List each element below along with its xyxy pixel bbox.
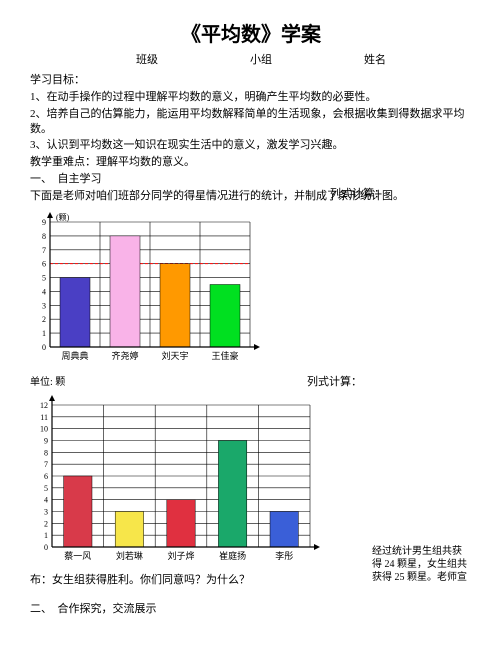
svg-text:8: 8 (44, 448, 48, 457)
calc-label-2: 列式计算： (307, 373, 362, 389)
svg-text:2: 2 (42, 315, 46, 324)
calc-label-1: 列式计算： (330, 185, 385, 201)
svg-text:齐尧婷: 齐尧婷 (111, 350, 138, 361)
svg-text:1: 1 (42, 329, 46, 338)
name-label: 姓名 (364, 51, 386, 67)
svg-text:9: 9 (42, 218, 46, 227)
svg-text:王佳豪: 王佳豪 (211, 350, 238, 361)
svg-text:6: 6 (44, 472, 48, 481)
right-note-2: 得 24 颗星，女生组共 (372, 558, 482, 571)
chart-1: 0 1 2 3 4 5 6 7 8 9 周典典 齐尧婷 刘天宇 王佳豪 (颗) (30, 210, 472, 365)
svg-text:7: 7 (44, 460, 48, 469)
svg-text:10: 10 (40, 424, 48, 433)
right-note-1: 经过统计男生组共获 (372, 545, 482, 558)
svg-text:3: 3 (42, 301, 46, 310)
section-1-head: 一、 自主学习 (30, 172, 472, 187)
svg-text:2: 2 (44, 519, 48, 528)
section-1-text: 下面是老师对咱们班部分同学的得星情况进行的统计，并制成了条形统计图。 (30, 189, 472, 204)
svg-text:刘天宇: 刘天宇 (161, 350, 188, 361)
svg-text:刘若琳: 刘若琳 (116, 550, 143, 561)
svg-text:5: 5 (42, 273, 46, 282)
svg-text:周典典: 周典典 (61, 350, 88, 361)
goal-2: 2、培养自己的估算能力，能运用平均数解释简单的生活现象，会根据收集到得数据求平均… (30, 107, 472, 137)
right-note: 经过统计男生组共获 得 24 颗星，女生组共 获得 25 颗星。老师宣 (372, 545, 482, 584)
chart-2: 0123456789101112蔡一风刘若琳刘子烨崔庭扬李彤 (30, 395, 472, 565)
svg-text:5: 5 (44, 484, 48, 493)
svg-text:11: 11 (40, 413, 48, 422)
right-note-3: 获得 25 颗星。老师宣 (372, 571, 482, 584)
svg-text:刘子烨: 刘子烨 (167, 550, 194, 561)
svg-text:崔庭扬: 崔庭扬 (219, 550, 246, 561)
svg-text:0: 0 (44, 543, 48, 552)
svg-text:0: 0 (42, 343, 46, 352)
goals-label: 学习目标： (30, 73, 472, 88)
svg-text:李彤: 李彤 (275, 550, 293, 561)
svg-text:8: 8 (42, 232, 46, 241)
svg-text:4: 4 (42, 287, 46, 296)
group-label: 小组 (250, 51, 272, 67)
goal-3: 3、认识到平均数这一知识在现实生活中的意义，激发学习兴趣。 (30, 138, 472, 153)
svg-text:蔡一风: 蔡一风 (64, 550, 91, 561)
section-2-head: 二、 合作探究，交流展示 (30, 602, 472, 617)
chart-2-unit: 单位: 颗 (30, 373, 65, 388)
svg-text:(颗): (颗) (56, 213, 70, 222)
difficulty: 教学重难点：理解平均数的意义。 (30, 155, 472, 170)
svg-text:7: 7 (42, 246, 46, 255)
svg-text:3: 3 (44, 507, 48, 516)
svg-text:1: 1 (44, 531, 48, 540)
svg-text:12: 12 (40, 401, 48, 410)
svg-text:9: 9 (44, 436, 48, 445)
goal-1: 1、在动手操作的过程中理解平均数的意义，明确产生平均数的必要性。 (30, 90, 472, 105)
svg-text:6: 6 (42, 259, 46, 268)
doc-title: 《平均数》学案 (30, 18, 472, 47)
header-line: 班级 小组 姓名 (30, 51, 472, 67)
class-label: 班级 (136, 51, 158, 67)
svg-text:4: 4 (44, 495, 48, 504)
